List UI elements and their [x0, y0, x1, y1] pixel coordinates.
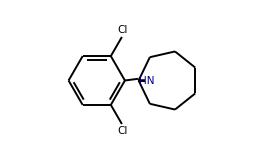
Text: HN: HN [139, 76, 154, 85]
Text: Cl: Cl [117, 126, 127, 136]
Text: Cl: Cl [117, 25, 127, 35]
